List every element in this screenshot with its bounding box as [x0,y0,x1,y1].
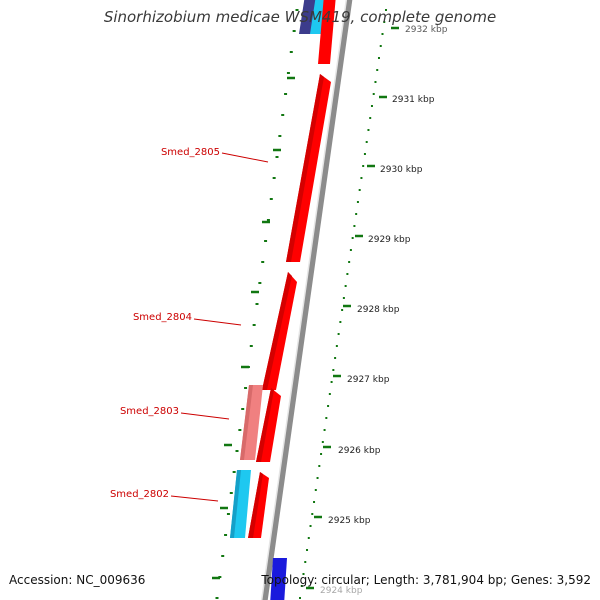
leader-smed-2804 [193,318,242,326]
feature-track [230,0,336,600]
cds-blue-feature-bottom[interactable] [270,558,287,600]
cds-forward-2803-adjacent-shade [256,388,274,462]
gene-labels: Smed_2805 Smed_2804 Smed_2803 Smed_2802 [110,147,220,500]
tick-labels: 2932 kbp 2931 kbp 2930 kbp 2929 kbp 2928… [320,25,448,596]
tick-label: 2925 kbp [328,516,371,526]
ruler-ticks [306,26,399,590]
tick-label: 2932 kbp [405,25,448,35]
tick-label: 2928 kbp [357,305,400,315]
leader-smed-2802 [170,495,219,502]
cds-smed-2802-shade [230,470,241,538]
backbone-ring [261,0,353,600]
map-title: Sinorhizobium medicae WSM419, complete g… [103,8,497,26]
gene-label[interactable]: Smed_2802 [110,489,169,500]
cds-forward-top[interactable] [318,0,336,64]
topology-label: Topology: circular; Length: 3,781,904 bp… [261,573,591,587]
tick-label: 2931 kbp [392,95,435,105]
accession-label: Accession: NC_009636 [9,573,146,587]
gene-label[interactable]: Smed_2805 [161,147,220,158]
cds-smed-2803-shade [240,385,253,460]
cds-forward-2802-adjacent-shade [248,472,263,538]
gene-label[interactable]: Smed_2803 [120,406,179,417]
leader-smed-2805 [221,152,269,163]
backbone-ring-highlight [260,0,348,600]
tick-label: 2926 kbp [338,446,381,456]
leader-smed-2803 [180,412,230,420]
tick-label: 2924 kbp [320,586,363,596]
tick-label: 2930 kbp [380,165,423,175]
label-leaders [170,152,269,502]
tick-label: 2929 kbp [368,235,411,245]
tick-label: 2927 kbp [347,375,390,385]
cds-smed-2804-shade [262,272,292,390]
cds-smed-2805-shade [286,74,324,262]
gc-skew-track [212,9,387,599]
gene-label[interactable]: Smed_2804 [133,312,192,323]
